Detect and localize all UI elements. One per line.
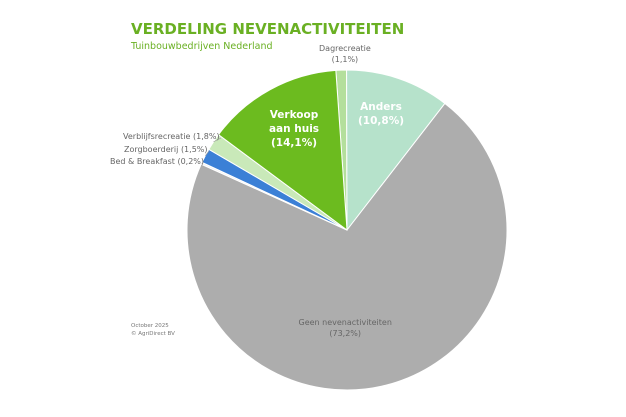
slice-label: Verblijfsrecreatie (1,8%) — [123, 132, 220, 143]
value-label: (14,1%) — [270, 137, 318, 150]
slice-label: Bed & Breakfast (0,2%) — [110, 157, 204, 168]
value-label: (1,5%) — [180, 145, 208, 154]
pie-slice — [186, 102, 508, 391]
chart-subtitle: Tuinbouwbedrijven Nederland — [131, 41, 273, 52]
slice-label: Geen nevenactiviteiten (73,2%) — [299, 318, 392, 340]
leader-line — [205, 150, 210, 156]
pie-slice — [346, 69, 446, 232]
value-label: (10,8%) — [358, 115, 405, 128]
value-label: (1,1%) — [331, 54, 359, 64]
chart-title: VERDELING NEVENACTIVITEITEN — [131, 20, 405, 38]
slice-label: Dagrecreatie (1,1%) — [319, 44, 371, 66]
category-label: Zorgboerderij — [124, 145, 179, 154]
leader-line — [213, 137, 222, 143]
value-label: (0,2%) — [177, 157, 205, 166]
slice-label: Anders (10,8%) — [358, 100, 404, 128]
pie-slice — [217, 69, 348, 232]
category-label: Bed & Breakfast — [110, 157, 175, 166]
category-label: Verblijfsrecreatie — [123, 132, 191, 141]
note: October 2025 — [131, 323, 169, 329]
category-label: Dagrecreatie — [319, 44, 371, 53]
value-label: (73,2%) — [329, 328, 362, 338]
note: © AgriDirect BV — [131, 331, 175, 337]
category-label: Geen nevenactiviteiten — [298, 318, 392, 327]
slice-label: Verkoop aan huis (14,1%) — [258, 108, 330, 151]
category-label: Verkoop aan huis — [268, 109, 320, 136]
slice-label: Zorgboerderij (1,5%) — [124, 145, 208, 156]
value-label: (1,8%) — [193, 132, 220, 141]
category-label: Anders — [360, 101, 402, 113]
